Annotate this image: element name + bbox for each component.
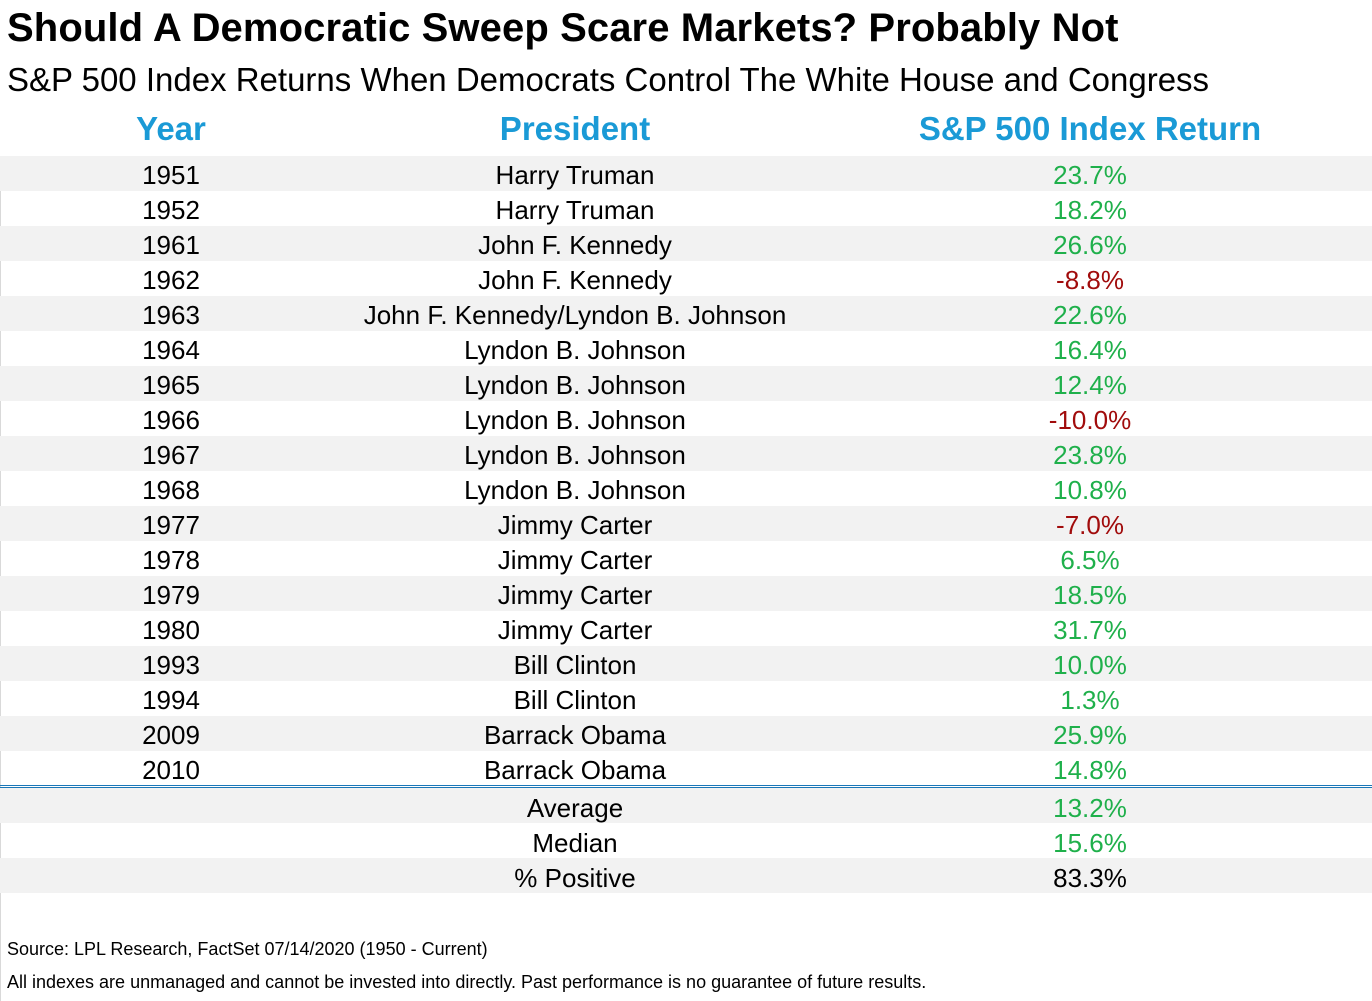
return-cell: 14.8%: [1053, 755, 1127, 785]
year-cell: 1963: [142, 300, 200, 330]
return-cell: 12.4%: [1053, 370, 1127, 400]
president-cell: Barrack Obama: [483, 720, 667, 750]
source-note: Source: LPL Research, FactSet 07/14/2020…: [7, 939, 488, 959]
table-row: 1993 Bill Clinton 10.0%: [0, 646, 1372, 681]
table-row: 2009 Barrack Obama 25.9%: [0, 716, 1372, 751]
summary-row: % Positive 83.3%: [0, 858, 1372, 893]
return-cell: 6.5%: [1060, 545, 1120, 575]
returns-table-body: 1951 Harry Truman 23.7% 1952 Harry Truman 18.…: [0, 156, 1372, 786]
president-cell: John F. Kennedy/Lyndon B. Johnson: [363, 300, 787, 330]
chart-subtitle: S&P 500 Index Returns When Democrats Con…: [7, 61, 1210, 98]
table-row: 1964 Lyndon B. Johnson 16.4%: [0, 331, 1372, 366]
table-row: 1979 Jimmy Carter 18.5%: [0, 576, 1372, 611]
president-cell: Harry Truman: [495, 195, 655, 225]
year-cell: 1966: [142, 405, 200, 435]
table-row: 1965 Lyndon B. Johnson 12.4%: [0, 366, 1372, 401]
year-cell: 1964: [142, 335, 200, 365]
table-row: 1967 Lyndon B. Johnson 23.8%: [0, 436, 1372, 471]
president-cell: Jimmy Carter: [497, 510, 653, 540]
year-cell: 1994: [142, 685, 200, 715]
return-cell: 23.7%: [1053, 160, 1127, 190]
table-row: 1968 Lyndon B. Johnson 10.8%: [0, 471, 1372, 506]
return-cell: 25.9%: [1053, 720, 1127, 750]
table-row: 1952 Harry Truman 18.2%: [0, 191, 1372, 226]
president-cell: Barrack Obama: [483, 755, 667, 785]
table-row: 1951 Harry Truman 23.7%: [0, 156, 1372, 191]
table-row: 1980 Jimmy Carter 31.7%: [0, 611, 1372, 646]
president-cell: Lyndon B. Johnson: [464, 370, 686, 400]
summary-value: 15.6%: [1053, 828, 1127, 858]
summary-value: 83.3%: [1053, 863, 1127, 893]
president-cell: Jimmy Carter: [497, 545, 653, 575]
chart-title: Should A Democratic Sweep Scare Markets?…: [7, 6, 1119, 50]
president-cell: Bill Clinton: [513, 650, 637, 680]
column-header-president: President: [499, 110, 651, 147]
disclaimer-note: All indexes are unmanaged and cannot be …: [7, 972, 927, 992]
president-cell: Lyndon B. Johnson: [464, 475, 686, 505]
return-cell: 31.7%: [1053, 615, 1127, 645]
table-row: 1963 John F. Kennedy/Lyndon B. Johnson 22.…: [0, 296, 1372, 331]
column-header-return: S&P 500 Index Return: [918, 110, 1262, 147]
summary-label: Average: [526, 793, 624, 823]
return-cell: 10.0%: [1053, 650, 1127, 680]
table-row: 1961 John F. Kennedy 26.6%: [0, 226, 1372, 261]
table-row: 2010 Barrack Obama 14.8%: [0, 751, 1372, 786]
year-cell: 1993: [142, 650, 200, 680]
year-cell: 1962: [142, 265, 200, 295]
year-cell: 2009: [142, 720, 200, 750]
return-cell: 10.8%: [1053, 475, 1127, 505]
return-cell: -10.0%: [1048, 405, 1132, 435]
year-cell: 1951: [142, 160, 200, 190]
year-cell: 1979: [142, 580, 200, 610]
year-cell: 1967: [142, 440, 200, 470]
president-cell: Harry Truman: [495, 160, 655, 190]
president-cell: Lyndon B. Johnson: [464, 440, 686, 470]
return-cell: 26.6%: [1053, 230, 1127, 260]
summary-divider: [0, 785, 1372, 788]
summary-row: Median 15.6%: [0, 823, 1372, 858]
summary-value: 13.2%: [1053, 793, 1127, 823]
summary-table: Average 13.2% Median 15.6% % Positive 83.3%: [0, 788, 1372, 893]
year-cell: 1978: [142, 545, 200, 575]
return-cell: 16.4%: [1053, 335, 1127, 365]
year-cell: 1952: [142, 195, 200, 225]
president-cell: Lyndon B. Johnson: [464, 405, 686, 435]
year-cell: 1965: [142, 370, 200, 400]
table-row: 1994 Bill Clinton 1.3%: [0, 681, 1372, 716]
summary-row: Average 13.2%: [0, 788, 1372, 823]
return-cell: 23.8%: [1053, 440, 1127, 470]
return-cell: 1.3%: [1060, 685, 1120, 715]
president-cell: Bill Clinton: [513, 685, 637, 715]
column-header-year: Year: [136, 110, 206, 147]
president-cell: Jimmy Carter: [497, 580, 653, 610]
summary-label: % Positive: [514, 863, 636, 893]
table-row: 1962 John F. Kennedy -8.8%: [0, 261, 1372, 296]
year-cell: 2010: [142, 755, 200, 785]
table-row: 1977 Jimmy Carter -7.0%: [0, 506, 1372, 541]
year-cell: 1977: [142, 510, 200, 540]
table-row: 1966 Lyndon B. Johnson -10.0%: [0, 401, 1372, 436]
return-cell: 18.2%: [1053, 195, 1127, 225]
president-cell: Jimmy Carter: [497, 615, 653, 645]
return-cell: 18.5%: [1053, 580, 1127, 610]
table-row: 1978 Jimmy Carter 6.5%: [0, 541, 1372, 576]
president-cell: John F. Kennedy: [478, 230, 672, 260]
president-cell: Lyndon B. Johnson: [464, 335, 686, 365]
summary-label: Median: [532, 828, 618, 858]
return-cell: -7.0%: [1056, 510, 1124, 540]
year-cell: 1968: [142, 475, 200, 505]
president-cell: John F. Kennedy: [478, 265, 672, 295]
year-cell: 1980: [142, 615, 200, 645]
return-cell: -8.8%: [1056, 265, 1124, 295]
year-cell: 1961: [142, 230, 200, 260]
return-cell: 22.6%: [1053, 300, 1127, 330]
